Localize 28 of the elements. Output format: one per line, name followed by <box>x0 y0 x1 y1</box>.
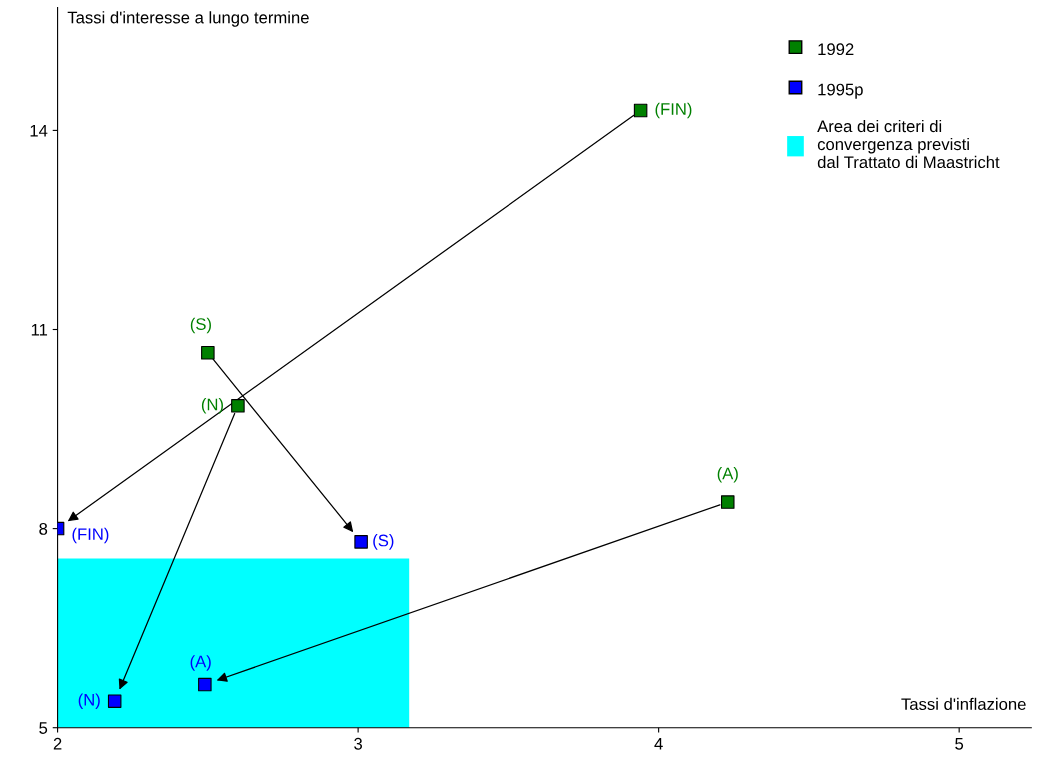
y-tick-label: 8 <box>39 523 48 535</box>
data-label: (FIN) <box>655 102 692 119</box>
y-tick-label: 11 <box>31 324 48 336</box>
data-label: (N) <box>78 693 100 709</box>
data-label: (S) <box>190 317 211 334</box>
y-axis-title: Tassi d'interesse a lungo termine <box>67 11 309 27</box>
point <box>201 345 215 360</box>
point <box>354 535 368 549</box>
x-axis-title: Tassi d'inflazione <box>901 697 1026 711</box>
x-tick-label: 4 <box>654 738 663 750</box>
y-tick-label: 5 <box>39 722 48 734</box>
legend-label: 1995p <box>818 83 863 99</box>
x-tick-label: 5 <box>955 738 964 750</box>
legend-label: Area dei criteri di convergenza previsti dal Trattato di Maastricht <box>817 119 1000 169</box>
data-label: (S) <box>373 534 394 550</box>
legend-label: 1992 <box>818 43 854 56</box>
data-label: (A) <box>717 467 738 483</box>
x-tick-label: 3 <box>354 737 363 750</box>
data-label: (FIN) <box>72 527 109 544</box>
data-label: (N) <box>201 398 223 414</box>
x-tick-label: 2 <box>53 737 62 750</box>
point <box>633 103 648 118</box>
point <box>198 677 212 692</box>
point <box>107 694 122 708</box>
data-label: (A) <box>190 655 211 671</box>
point <box>720 495 735 509</box>
point <box>231 399 245 413</box>
y-tick-label: 14 <box>30 124 48 137</box>
